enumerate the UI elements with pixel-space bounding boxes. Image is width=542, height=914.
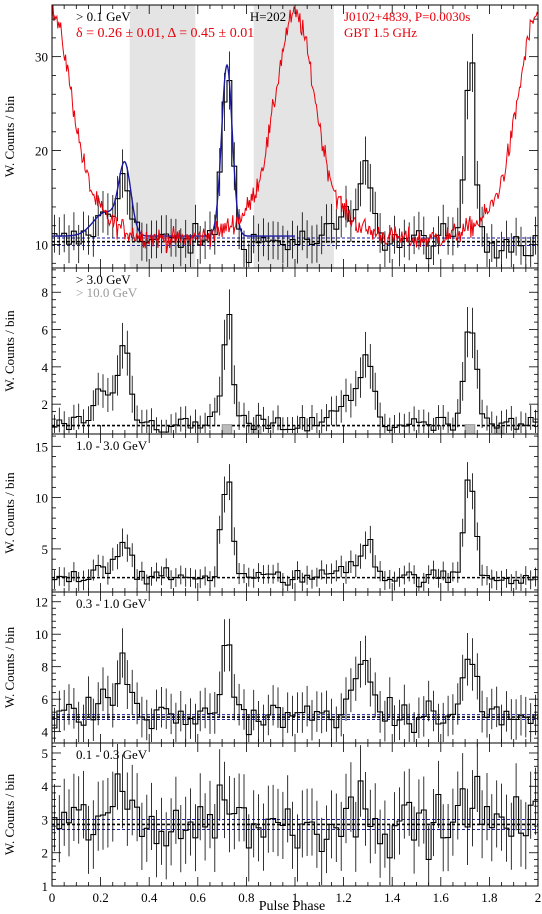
x-tick-label-6: 1.2 — [335, 890, 351, 905]
y-tick-label-2: 30 — [35, 50, 48, 65]
energy-label-2: > 10.0 GeV — [76, 285, 138, 300]
x-ticks-0 — [51, 5, 539, 268]
energy-label-0: > 0.1 GeV — [76, 9, 131, 24]
y-tick-label-0: 10 — [35, 238, 48, 253]
x-ticks-3 — [51, 592, 539, 743]
y-axis-label-4: W. Counts / bin — [2, 773, 17, 855]
x-tick-label-5: 1 — [292, 890, 299, 905]
y-axis-label-3: W. Counts / bin — [2, 626, 17, 708]
y-axis-label-1: W. Counts / bin — [2, 310, 17, 392]
x-tick-label-8: 1.6 — [433, 890, 450, 905]
x-tick-label-1: 0.2 — [92, 890, 108, 905]
y-tick-label-4: 12 — [35, 595, 48, 610]
x-tick-label-10: 2 — [535, 890, 542, 905]
y-tick-label-1: 2 — [42, 846, 49, 861]
pulsar-label: J0102+4839, P=0.0030s — [344, 9, 470, 24]
y-ticks-0 — [52, 18, 538, 264]
y-tick-label-4: 5 — [42, 746, 49, 761]
x-tick-label-9: 1.8 — [481, 890, 497, 905]
x-tick-label-2: 0.4 — [141, 890, 158, 905]
y-ticks-1 — [52, 269, 538, 435]
y-axis-label-0: W. Counts / bin — [2, 95, 17, 177]
gamma-histogram — [52, 773, 538, 860]
fit-parameters-label: δ = 0.26 ± 0.01, Δ = 0.45 ± 0.01 — [76, 26, 254, 41]
x-tick-label-4: 0.8 — [238, 890, 254, 905]
y-tick-label-2: 15 — [35, 439, 48, 454]
high-energy-bin-0 — [221, 424, 233, 434]
y-axis-label-2: W. Counts / bin — [2, 472, 17, 554]
panel-plot-3 — [52, 618, 538, 742]
x-tick-label-3: 0.6 — [190, 890, 207, 905]
gamma-histogram — [52, 313, 538, 433]
panel-3: 4 6 8 10 12 W. Counts / bin 0.3 - 1.0 GeV — [2, 591, 539, 744]
x-ticks-4 — [51, 743, 539, 886]
panel-4: 1 2 3 4 5 W. Counts / bin 0.1 - 0.3 GeV — [2, 742, 539, 894]
y-tick-label-2: 3 — [42, 812, 49, 827]
x-ticks-2 — [51, 434, 539, 592]
panel-2: 5 10 15 W. Counts / bin 1.0 - 3.0 GeV — [2, 433, 539, 593]
x-axis-label: Pulse Phase — [259, 899, 326, 914]
x-ticks-1 — [51, 268, 539, 434]
x-tick-label-7: 1.4 — [384, 890, 401, 905]
y-ticks-4 — [52, 745, 538, 887]
harmonic-label: H=202 — [250, 9, 286, 24]
y-tick-label-0: 1 — [42, 879, 49, 894]
radio-label: GBT 1.5 GHz — [344, 25, 417, 40]
y-tick-label-2: 8 — [42, 660, 49, 675]
y-tick-label-1: 6 — [42, 692, 49, 707]
y-tick-label-1: 4 — [42, 360, 49, 375]
shaded-range-0 — [129, 5, 196, 268]
panel-1: 2 4 6 8 W. Counts / bin > 3.0 GeV> 10.0 GeV — [2, 267, 539, 435]
energy-label-4: 0.1 - 0.3 GeV — [76, 747, 148, 762]
y-tick-label-2: 6 — [42, 323, 49, 338]
energy-label-1: > 3.0 GeV — [76, 272, 131, 287]
panel-0: 10 20 30 W. Counts / bin > 0.1 GeV δ = 0.26 ±… — [2, 4, 539, 269]
energy-label-3: 0.3 - 1.0 GeV — [76, 596, 148, 611]
y-ticks-3 — [52, 594, 538, 739]
gamma-histogram — [52, 644, 538, 736]
y-tick-label-0: 5 — [42, 542, 49, 557]
y-ticks-2 — [52, 435, 538, 591]
fit-curve — [52, 63, 295, 237]
energy-label-2: 1.0 - 3.0 GeV — [76, 438, 148, 453]
x-tick-label-0: 0 — [49, 890, 56, 905]
y-tick-label-3: 4 — [42, 779, 49, 794]
y-tick-label-1: 20 — [35, 144, 48, 159]
y-tick-label-3: 10 — [35, 627, 48, 642]
panel-plot-4 — [52, 744, 538, 885]
y-tick-label-0: 2 — [42, 397, 49, 412]
high-energy-bin-1 — [464, 424, 476, 434]
gamma-histogram — [52, 479, 538, 588]
shaded-range-1 — [253, 5, 334, 268]
y-tick-label-3: 8 — [42, 285, 49, 300]
y-tick-label-0: 4 — [42, 725, 49, 740]
y-tick-label-1: 10 — [35, 491, 48, 506]
